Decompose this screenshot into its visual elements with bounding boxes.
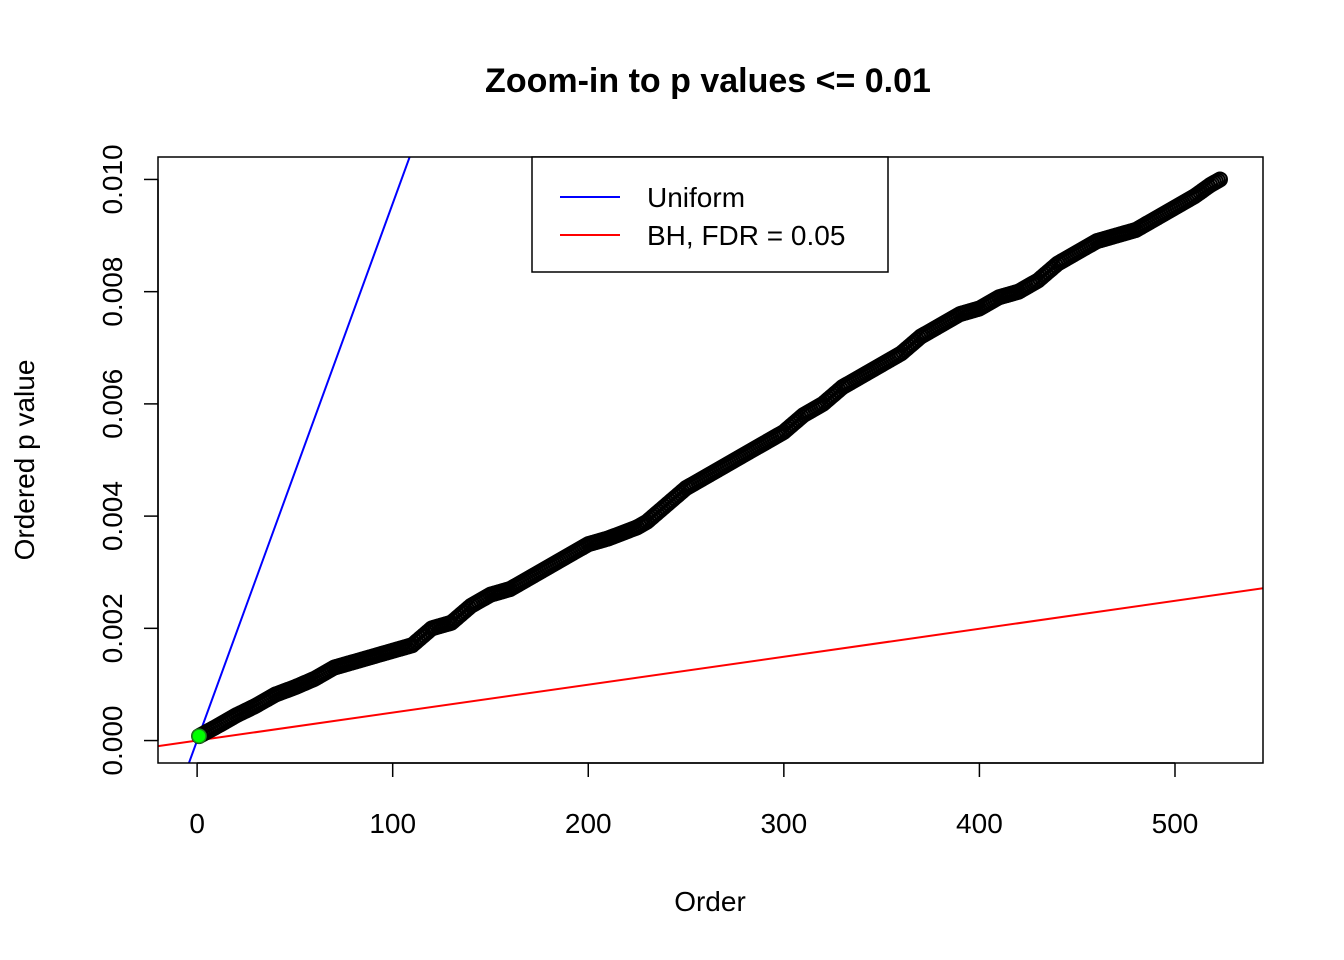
reference-line-bh xyxy=(158,587,1263,748)
y-tick-label: 0.008 xyxy=(97,257,128,327)
x-tick-label: 400 xyxy=(956,808,1003,839)
data-points xyxy=(191,171,1228,745)
reference-lines xyxy=(158,157,1263,763)
y-tick-label: 0.000 xyxy=(97,706,128,776)
y-tick-label: 0.006 xyxy=(97,369,128,439)
highlight-point xyxy=(191,728,207,744)
data-point xyxy=(1211,171,1228,188)
y-axis: 0.000 0.002 0.004 0.006 0.008 0.010 xyxy=(97,144,159,776)
legend-label-uniform: Uniform xyxy=(647,182,745,213)
legend: Uniform BH, FDR = 0.05 xyxy=(531,156,889,273)
y-tick-label: 0.010 xyxy=(97,144,128,214)
chart-title: Zoom-in to p values <= 0.01 xyxy=(485,62,931,100)
y-tick-label: 0.004 xyxy=(97,481,128,551)
x-tick-label: 100 xyxy=(369,808,416,839)
y-axis-label: Ordered p value xyxy=(9,360,40,561)
x-axis: 0 100 200 300 400 500 xyxy=(189,762,1199,839)
x-axis-label: Order xyxy=(674,886,746,917)
legend-box xyxy=(531,156,889,273)
reference-line-uniform xyxy=(187,157,411,763)
legend-label-bh: BH, FDR = 0.05 xyxy=(647,220,845,251)
x-tick-label: 500 xyxy=(1152,808,1199,839)
x-tick-label: 200 xyxy=(565,808,612,839)
y-tick-label: 0.002 xyxy=(97,593,128,663)
x-tick-label: 0 xyxy=(189,808,205,839)
x-tick-label: 300 xyxy=(760,808,807,839)
